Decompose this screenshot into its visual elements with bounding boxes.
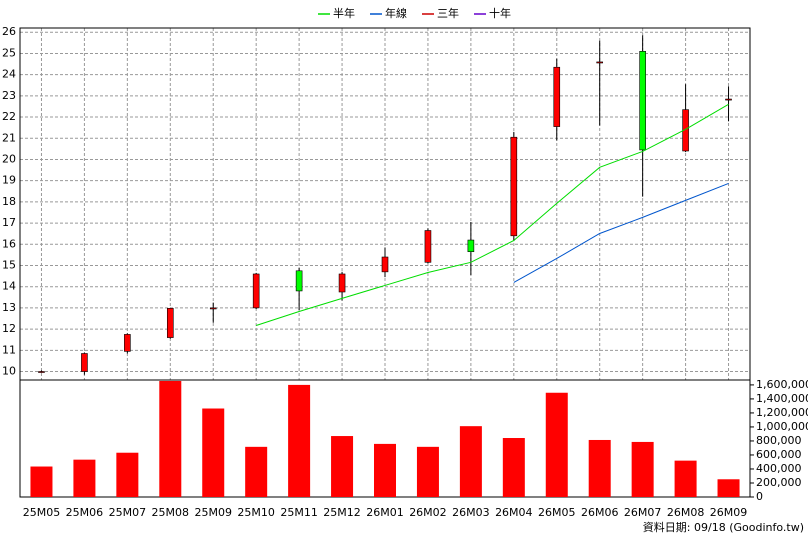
candle-body: [124, 334, 131, 352]
x-tick-label: 26M04: [495, 506, 533, 519]
candle-body: [639, 51, 646, 151]
candle-body: [338, 273, 346, 293]
candle-body: [252, 273, 260, 309]
x-tick-label: 26M05: [538, 506, 576, 519]
x-tick-label: 25M12: [323, 506, 361, 519]
volume-bar: [331, 436, 354, 497]
volume-bar: [159, 380, 182, 497]
legend-label: 半年: [333, 6, 355, 20]
y-tick-label: 14: [2, 280, 16, 293]
y-tick-label: 18: [2, 195, 16, 208]
y-tick-label: 10: [2, 365, 16, 378]
y-tick-label: 12: [2, 322, 16, 335]
x-tick-label: 25M08: [152, 506, 190, 519]
x-tick-label: 26M08: [667, 506, 705, 519]
candle-body: [295, 270, 303, 292]
volume-bar: [73, 459, 96, 497]
y-tick-label: 13: [2, 301, 16, 314]
source-note: 資料日期: 09/18 (Goodinfo.tw): [643, 520, 804, 534]
candle-body: [381, 256, 389, 273]
x-tick-label: 25M10: [237, 506, 275, 519]
y2-tick-label: 800,000: [756, 434, 802, 447]
volume-bar: [30, 466, 53, 497]
y-tick-label: 20: [2, 152, 16, 165]
y-tick-label: 21: [2, 131, 16, 144]
y2-tick-label: 1,200,000: [756, 406, 808, 419]
legend-label: 十年: [489, 6, 511, 20]
x-tick-label: 25M11: [280, 506, 318, 519]
y2-tick-label: 1,000,000: [756, 420, 808, 433]
candle-body: [166, 308, 174, 338]
x-tick-label: 26M06: [581, 506, 619, 519]
volume-bar: [288, 384, 311, 497]
volume-bar: [202, 408, 225, 497]
candle-body: [596, 61, 604, 64]
candle-body: [682, 109, 689, 152]
candle-body: [467, 239, 475, 253]
volume-bar: [545, 392, 568, 497]
y-tick-label: 22: [2, 110, 16, 123]
y2-tick-label: 600,000: [756, 448, 802, 461]
volume-bar: [631, 441, 654, 497]
y2-tick-label: 0: [756, 490, 763, 503]
volume-bar: [717, 479, 740, 497]
x-tick-label: 25M09: [194, 506, 232, 519]
y-tick-label: 25: [2, 46, 16, 59]
legend-label: 三年: [437, 6, 459, 20]
x-tick-label: 25M07: [109, 506, 147, 519]
candle-body: [424, 230, 432, 263]
y2-tick-label: 1,600,000: [756, 378, 808, 391]
y-tick-label: 23: [2, 89, 16, 102]
y2-tick-label: 200,000: [756, 476, 802, 489]
y-tick-label: 17: [2, 216, 16, 229]
x-tick-label: 26M01: [366, 506, 404, 519]
volume-bar: [374, 443, 396, 497]
candle-body: [81, 353, 88, 372]
volume-bar: [674, 460, 697, 497]
x-tick-label: 25M06: [66, 506, 104, 519]
candle-body: [510, 136, 518, 237]
candle-body: [38, 371, 45, 373]
x-tick-label: 26M02: [409, 506, 447, 519]
legend-label: 年線: [385, 6, 407, 20]
y2-tick-label: 400,000: [756, 462, 802, 475]
y-tick-label: 15: [2, 258, 16, 271]
ma-line: [256, 103, 729, 326]
volume-bar: [588, 439, 611, 497]
volume-bar: [416, 446, 439, 497]
candle-body: [725, 98, 732, 101]
volume-bar: [459, 426, 482, 497]
volume-bar: [502, 438, 525, 497]
x-tick-label: 26M03: [452, 506, 490, 519]
ma-line: [513, 182, 729, 283]
y-tick-label: 26: [2, 25, 16, 38]
candle-body: [209, 307, 217, 310]
volume-bar: [116, 452, 139, 497]
volume-bar: [245, 446, 268, 497]
y-tick-label: 11: [2, 343, 16, 356]
y-tick-label: 19: [2, 174, 16, 187]
x-tick-label: 26M09: [710, 506, 748, 519]
y-tick-label: 24: [2, 68, 16, 81]
x-tick-label: 25M05: [23, 506, 61, 519]
x-tick-label: 26M07: [624, 506, 662, 519]
y2-tick-label: 1,400,000: [756, 392, 808, 405]
candle-body: [553, 66, 561, 127]
y-tick-label: 16: [2, 237, 16, 250]
